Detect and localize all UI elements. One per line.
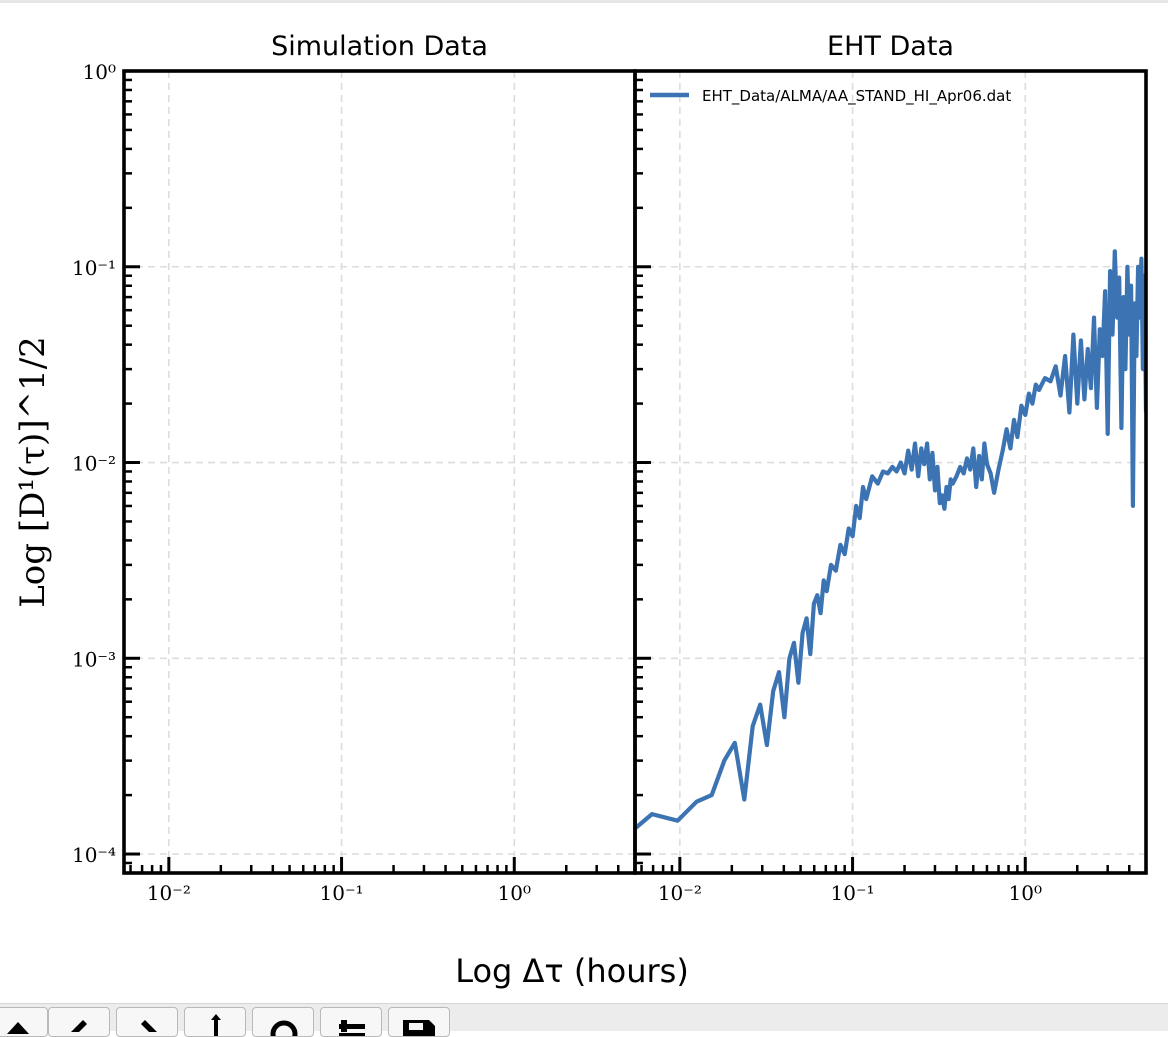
x-tick-label: 10⁻² (658, 881, 702, 905)
forward-arrow-icon (141, 1020, 157, 1032)
y-axis-label: Log [D¹(τ)]^1/2 (13, 336, 53, 608)
x-tick-label: 10⁻² (147, 881, 191, 905)
home-icon (7, 1022, 29, 1034)
x-tick-label: 10⁻¹ (320, 881, 364, 905)
back-button[interactable] (48, 1007, 110, 1037)
pan-button[interactable] (184, 1007, 246, 1037)
forward-button[interactable] (116, 1007, 178, 1037)
y-tick-label: 10⁰ (83, 60, 116, 84)
home-button[interactable] (0, 1007, 48, 1037)
save-icon (403, 1020, 435, 1036)
panel-title: Simulation Data (271, 31, 488, 62)
figure-canvas: 10⁻² 10⁻¹ 10⁰ 10⁰ 10⁻¹ 10⁻² 10⁻³ 10⁻⁴ Simulation… (13, 31, 1148, 990)
window-top-rule (0, 0, 1168, 3)
legend-label: EHT_Data/ALMA/AA_STAND_HI_Apr06.dat (702, 87, 1011, 106)
plot-toolbar (0, 1003, 1168, 1037)
panel-title: EHT Data (827, 31, 954, 62)
y-tick-label: 10⁻³ (72, 647, 116, 671)
zoom-icon (270, 1020, 298, 1036)
y-tick-label: 10⁻² (72, 452, 116, 476)
pan-icon (211, 1014, 221, 1036)
axes-frame (122, 69, 637, 875)
subplots-icon (339, 1020, 365, 1036)
y-tick-label: 10⁻⁴ (72, 843, 116, 867)
axes-frame (633, 69, 1148, 875)
y-tick-label: 10⁻¹ (72, 256, 116, 280)
subplots-button[interactable] (320, 1007, 382, 1037)
save-button[interactable] (388, 1007, 450, 1037)
x-tick-label: 10⁰ (1009, 881, 1042, 905)
series-line-0 (635, 249, 1146, 831)
x-axis-label: Log Δτ (hours) (455, 952, 689, 990)
back-arrow-icon (71, 1020, 87, 1032)
eht-data-panel: 10⁻² 10⁻¹ 10⁰ EHT Data EHT_Data/ALMA/AA_STAN… (633, 31, 1148, 905)
x-tick-label: 10⁰ (498, 881, 531, 905)
zoom-button[interactable] (252, 1007, 314, 1037)
x-tick-label: 10⁻¹ (831, 881, 875, 905)
simulation-data-panel: 10⁻² 10⁻¹ 10⁰ 10⁰ 10⁻¹ 10⁻² 10⁻³ 10⁻⁴ Simulation… (72, 31, 637, 905)
